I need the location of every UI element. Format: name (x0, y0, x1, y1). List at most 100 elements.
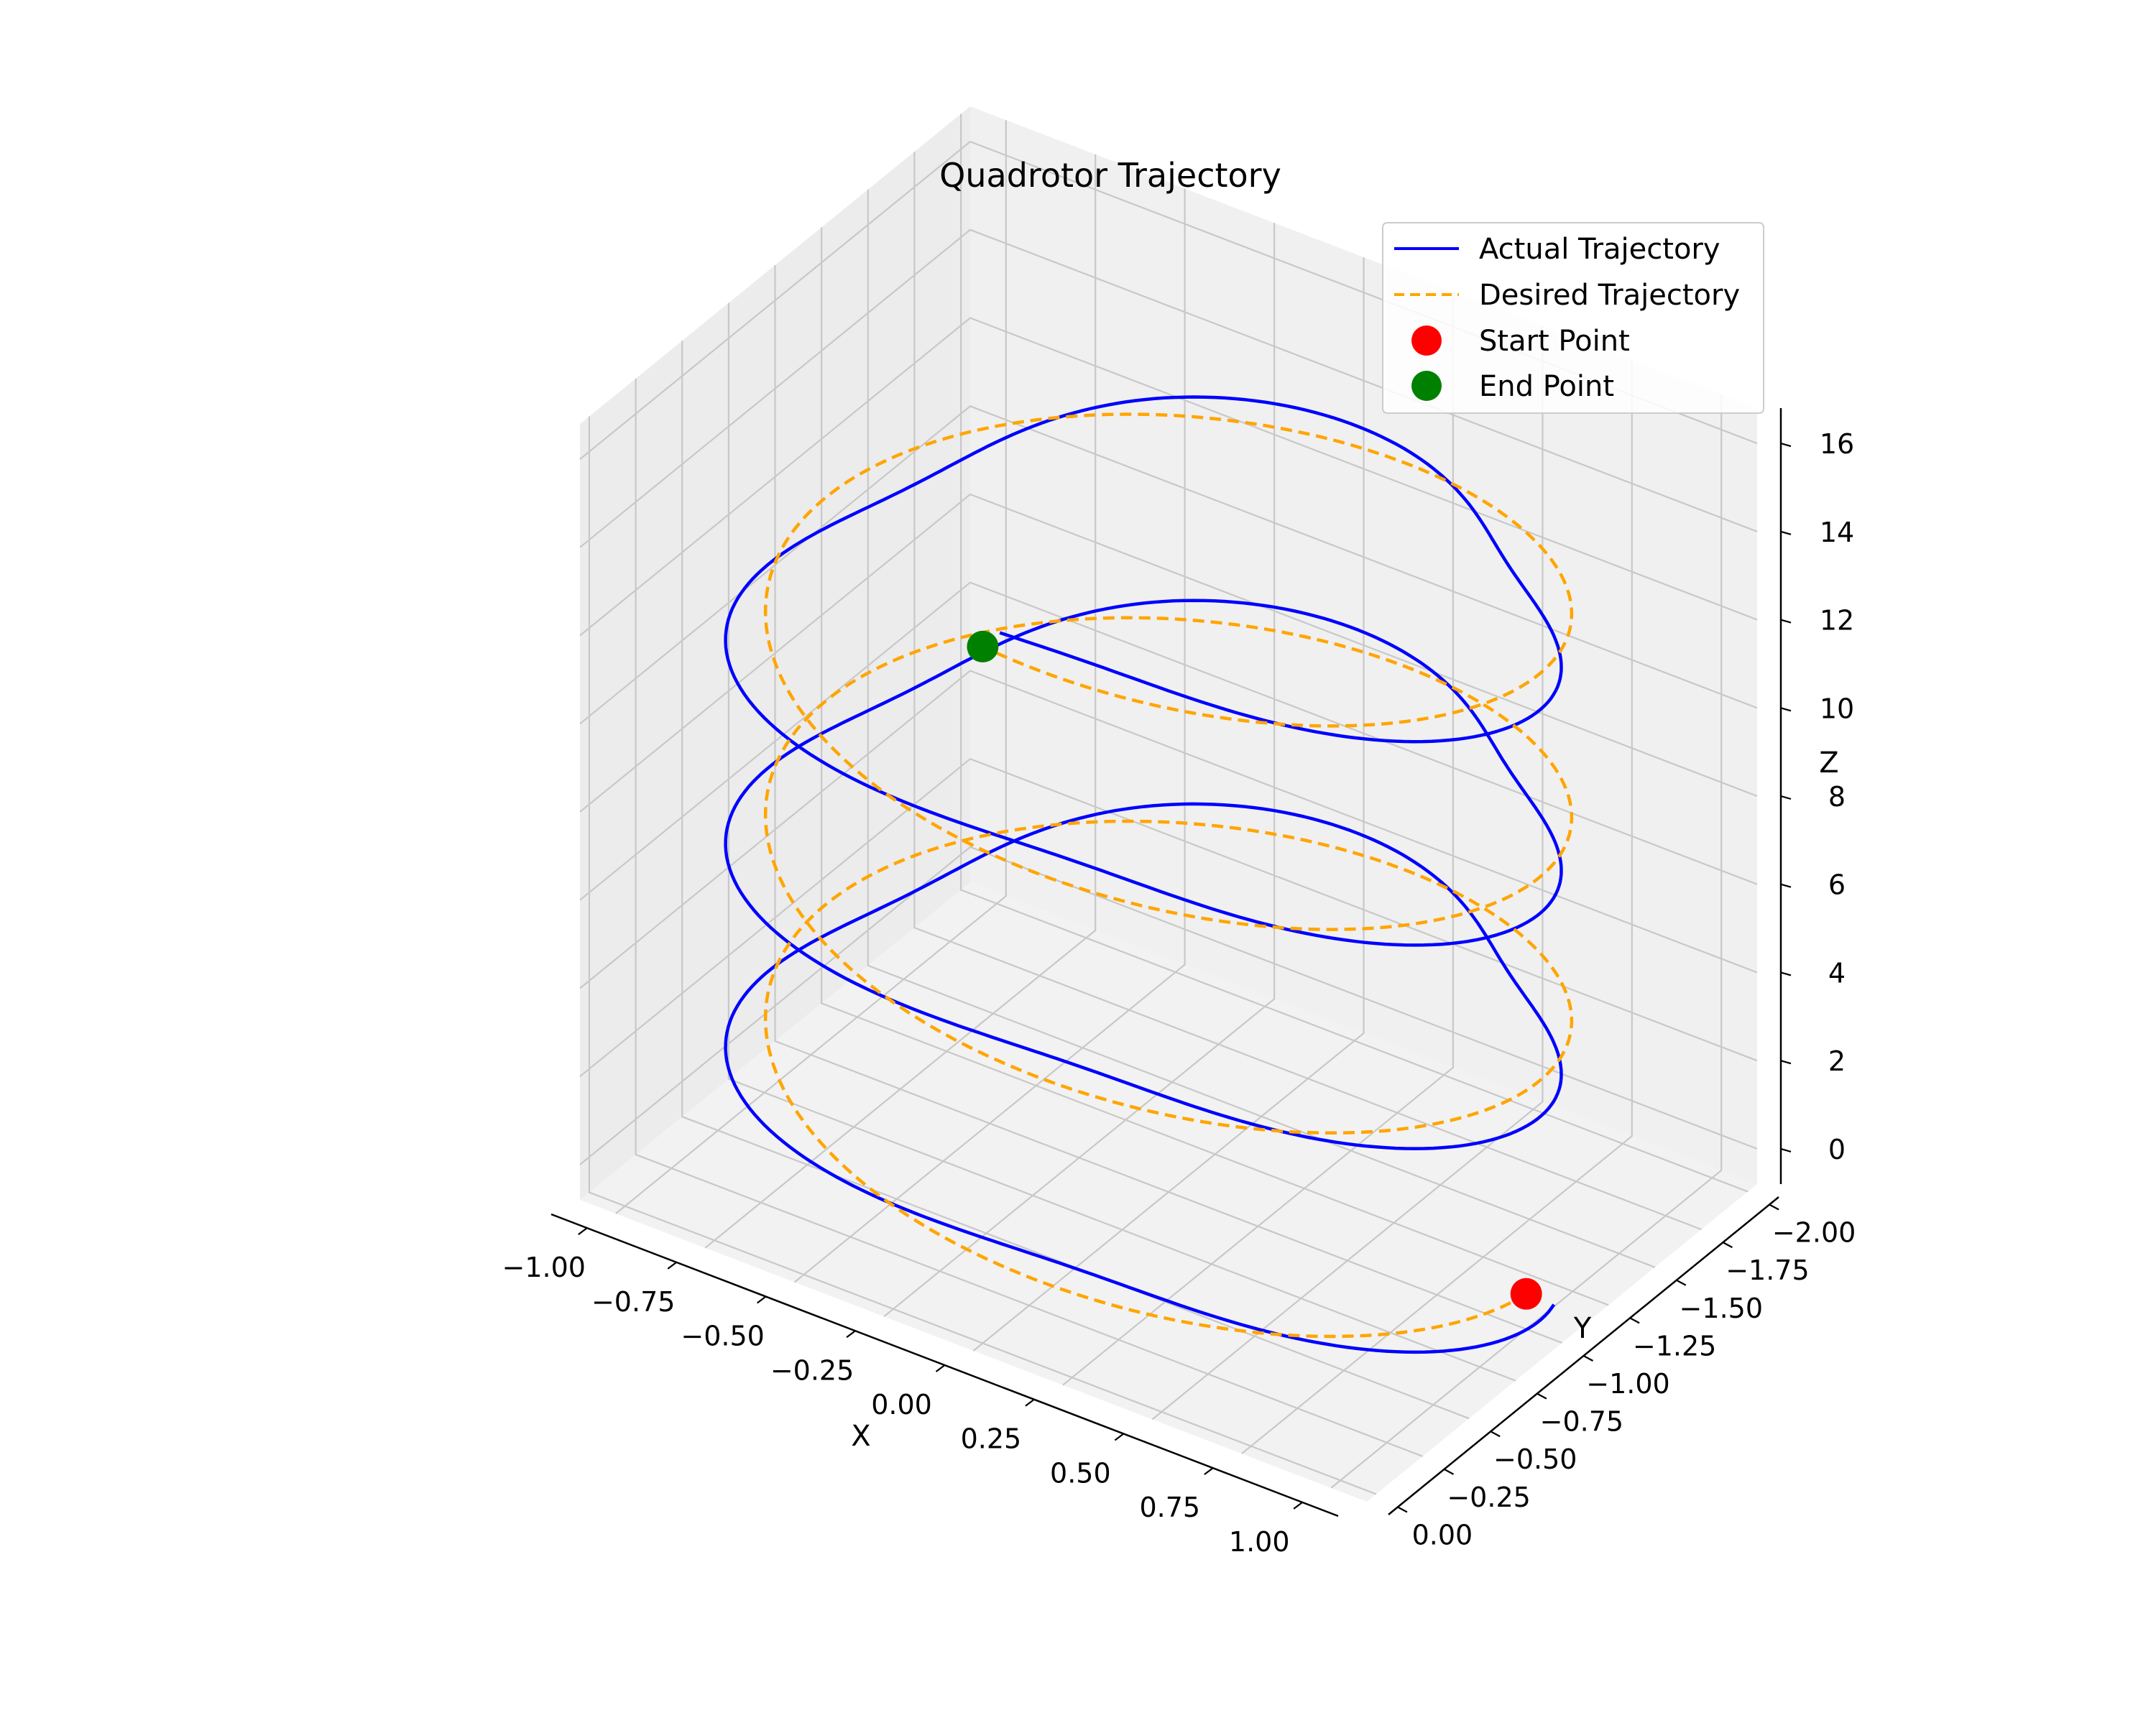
grid-line-x-5 (1062, 291, 1455, 1386)
x-tick-label: −0.25 (770, 1354, 854, 1386)
y-tick-7-mark (1722, 1242, 1733, 1249)
y-tick-0-mark (1397, 1506, 1408, 1513)
end-point-marker (967, 630, 999, 662)
z-tick-6-mark (1780, 619, 1792, 624)
z-axis-label: Z (1819, 747, 1838, 780)
y-axis-label: Y (1573, 1312, 1592, 1345)
y-tick-label: −0.25 (1447, 1482, 1530, 1513)
y-tick-label: −2.00 (1772, 1217, 1856, 1249)
grid-line-z-1 (579, 757, 1758, 1078)
tick-labels: −1.00−0.75−0.50−0.250.000.250.500.751.00… (502, 428, 1856, 1558)
chart-title: Quadrotor Trajectory (939, 156, 1281, 195)
grid-line-y-4 (774, 265, 1562, 1344)
grid-line-z-3 (579, 581, 1758, 901)
y-tick-label: −1.75 (1726, 1255, 1809, 1286)
z-tick-label: 4 (1828, 957, 1846, 989)
x-tick-7-mark (1204, 1467, 1214, 1476)
grid-line-x-2 (793, 188, 1186, 1283)
x-tick-label: 0.25 (961, 1423, 1022, 1455)
y-tick-label: 0.00 (1412, 1519, 1473, 1551)
legend-start-label: Start Point (1479, 325, 1630, 358)
legend-desired-label: Desired Trajectory (1479, 279, 1740, 312)
x-tick-4-mark (935, 1364, 946, 1372)
grid-line-y-1 (635, 378, 1423, 1457)
z-tick-1-mark (1780, 1060, 1792, 1065)
grid-line-y-6 (867, 189, 1656, 1268)
x-tick-5-mark (1025, 1398, 1035, 1407)
z-tick-label: 14 (1820, 517, 1854, 548)
z-tick-8-mark (1780, 443, 1792, 448)
legend: Actual Trajectory Desired Trajectory Sta… (1382, 222, 1764, 414)
grid-line-z-0 (579, 846, 1758, 1165)
legend-end-swatch (1411, 371, 1442, 401)
grid-line-z-4 (579, 493, 1758, 813)
z-tick-2-mark (1780, 971, 1792, 976)
z-tick-5-mark (1780, 707, 1792, 712)
grid-line-y-7 (913, 152, 1702, 1231)
grid-line-y-3 (727, 302, 1516, 1382)
grid-line-z-6 (579, 317, 1758, 637)
z-tick-4-mark (1780, 795, 1792, 800)
grid-line-z-2 (579, 670, 1758, 989)
grid-line-z-7 (579, 228, 1758, 548)
z-tick-3-mark (1780, 883, 1792, 888)
x-tick-label: 1.00 (1229, 1526, 1290, 1558)
x-tick-label: −1.00 (502, 1252, 586, 1283)
y-tick-8-mark (1769, 1203, 1779, 1211)
x-tick-label: 0.50 (1050, 1457, 1111, 1489)
z-tick-label: 16 (1820, 428, 1854, 460)
y-tick-4-mark (1583, 1355, 1594, 1362)
x-tick-label: 0.75 (1139, 1492, 1200, 1523)
grid-line-x-0 (615, 120, 1007, 1214)
x-tick-label: 0.00 (871, 1389, 932, 1420)
grid-line-x-7 (1241, 360, 1633, 1455)
x-tick-1-mark (667, 1261, 677, 1270)
y-tick-1-mark (1444, 1468, 1455, 1475)
y-tick-label: −1.25 (1633, 1330, 1716, 1362)
grid-line-x-1 (704, 154, 1097, 1249)
x-tick-3-mark (846, 1330, 856, 1339)
grid-line-y-2 (681, 341, 1470, 1420)
series-line-1 (763, 412, 1574, 1339)
grid-lines (579, 114, 1758, 1495)
start-point-marker (1510, 1277, 1542, 1310)
x-tick-label: −0.50 (681, 1321, 764, 1352)
grid-line-y-8 (959, 114, 1749, 1193)
z-tick-label: 6 (1828, 869, 1846, 901)
z-tick-label: 10 (1820, 693, 1854, 724)
x-tick-2-mark (756, 1295, 767, 1304)
y-tick-label: −0.50 (1493, 1443, 1577, 1475)
legend-end-label: End Point (1479, 370, 1614, 403)
grid-line-x-6 (1151, 325, 1544, 1420)
z-tick-7-mark (1780, 530, 1792, 535)
x-axis-label: X (851, 1420, 870, 1453)
y-tick-3-mark (1537, 1392, 1547, 1400)
y-tick-label: −1.00 (1586, 1368, 1669, 1400)
z-tick-label: 12 (1820, 605, 1854, 637)
grid-line-y-0 (588, 416, 1377, 1495)
y-tick-6-mark (1676, 1279, 1687, 1286)
z-tick-label: 0 (1828, 1134, 1846, 1165)
y-tick-label: −1.50 (1680, 1293, 1763, 1324)
z-tick-0-mark (1780, 1147, 1792, 1152)
grid-line-x-8 (1330, 394, 1723, 1489)
grid-line-y-5 (820, 227, 1609, 1306)
x-tick-label: −0.75 (591, 1286, 675, 1318)
x-tick-8-mark (1293, 1502, 1303, 1510)
x-tick-0-mark (578, 1227, 588, 1235)
grid-line-x-4 (972, 257, 1365, 1352)
series-line-0 (724, 395, 1563, 1354)
z-tick-label: 2 (1828, 1045, 1846, 1077)
legend-start-swatch (1411, 325, 1442, 356)
legend-actual-label: Actual Trajectory (1479, 233, 1720, 266)
y-tick-2-mark (1490, 1431, 1501, 1438)
legend-frame (1382, 222, 1764, 414)
marker-layer (967, 630, 1542, 1310)
grid-line-z-5 (579, 405, 1758, 725)
z-tick-label: 8 (1828, 781, 1846, 813)
series-layer (724, 395, 1574, 1354)
axis-lines (550, 408, 1792, 1517)
y-tick-5-mark (1629, 1317, 1640, 1324)
